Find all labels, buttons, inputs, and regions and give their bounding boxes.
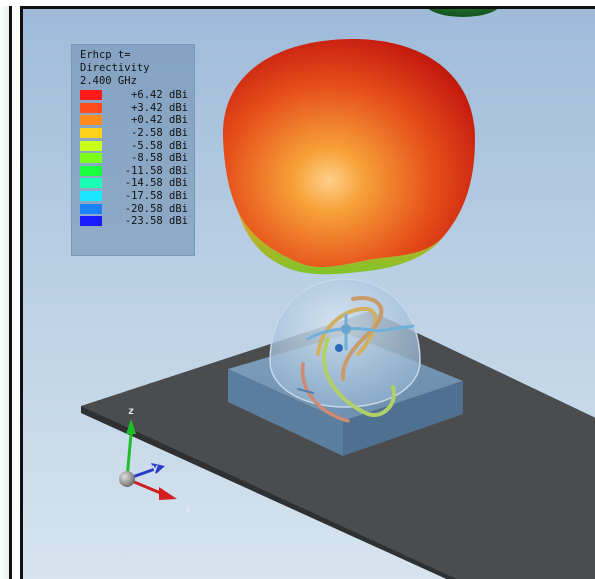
legend-title-line-2: Directivity	[80, 62, 150, 74]
legend-entry: -17.58 dBi	[80, 190, 194, 203]
legend-swatch	[80, 128, 102, 139]
legend-swatch	[80, 216, 102, 227]
legend-entry: -8.58 dBi	[80, 152, 194, 165]
legend-entries: +6.42 dBi +3.42 dBi +0.42 dBi -2.58 dBi …	[80, 89, 194, 228]
legend-label: -11.58 dBi	[124, 164, 188, 177]
helix-antenna[interactable]	[297, 296, 415, 423]
legend-swatch	[80, 153, 102, 164]
top-green-object	[428, 9, 498, 17]
ground-plane-edge	[81, 406, 457, 579]
legend-entry: -23.58 dBi	[80, 215, 194, 228]
legend-label: -2.58 dBi	[131, 127, 188, 140]
legend-entry: -11.58 dBi	[80, 165, 194, 178]
axis-y-label: y	[152, 463, 158, 474]
legend-swatch	[80, 115, 102, 126]
legend-entry: +0.42 dBi	[80, 114, 194, 127]
axis-z-label: z	[128, 406, 134, 417]
legend-entry: +6.42 dBi	[80, 89, 194, 102]
legend-entry: +3.42 dBi	[80, 102, 194, 115]
3d-viewport[interactable]: z y x Erhcp t= Directivity 2.400 GHz +6.…	[20, 6, 595, 579]
radiation-pattern-3d[interactable]	[222, 39, 475, 275]
left-side-panel	[0, 6, 12, 579]
legend-entry: -2.58 dBi	[80, 127, 194, 140]
3d-scene[interactable]: z y x	[23, 9, 595, 579]
legend-label: -8.58 dBi	[131, 152, 188, 165]
legend-label: +6.42 dBi	[131, 89, 188, 102]
legend-swatch	[80, 178, 102, 189]
legend-title-line-3: 2.400 GHz	[80, 75, 137, 87]
legend-entry: -14.58 dBi	[80, 177, 194, 190]
legend-swatch	[80, 102, 102, 113]
legend-swatch	[80, 165, 102, 176]
legend-swatch	[80, 90, 102, 101]
legend-label: -23.58 dBi	[124, 215, 188, 228]
legend-swatch	[80, 140, 102, 151]
directivity-legend: Erhcp t= Directivity 2.400 GHz +6.42 dBi…	[71, 44, 195, 256]
legend-label: +0.42 dBi	[131, 114, 188, 127]
legend-label: -20.58 dBi	[124, 202, 188, 215]
axis-triad: z y x	[119, 406, 191, 516]
legend-title-line-1: Erhcp t=	[80, 49, 131, 61]
legend-entry: -20.58 dBi	[80, 202, 194, 215]
legend-label: -17.58 dBi	[124, 190, 188, 203]
axis-x-label: x	[185, 505, 191, 516]
legend-label: -14.58 dBi	[124, 177, 188, 190]
legend-swatch	[80, 203, 102, 214]
legend-label: +3.42 dBi	[131, 101, 188, 114]
legend-label: -5.58 dBi	[131, 139, 188, 152]
legend-entry: -5.58 dBi	[80, 139, 194, 152]
legend-swatch	[80, 191, 102, 202]
